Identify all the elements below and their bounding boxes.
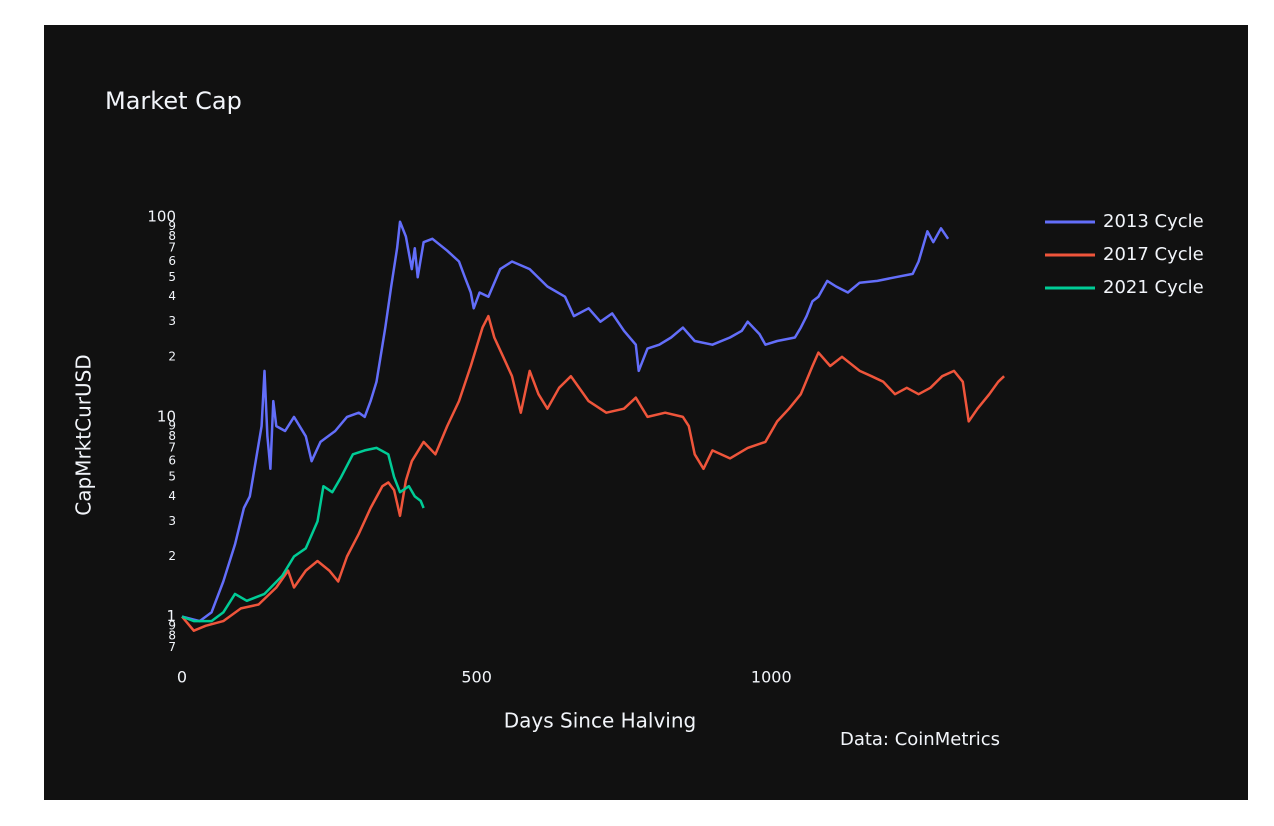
y-tick-label: 100 bbox=[147, 208, 176, 226]
y-tick-label: 4 bbox=[168, 489, 176, 503]
legend-label: 2021 Cycle bbox=[1103, 277, 1204, 298]
y-tick-label: 4 bbox=[168, 289, 176, 303]
y-tick-label: 6 bbox=[168, 454, 176, 468]
legend-label: 2013 Cycle bbox=[1103, 211, 1204, 232]
series-line bbox=[181, 446, 425, 623]
y-tick-label: 9 bbox=[168, 219, 176, 233]
y-tick-label: 3 bbox=[168, 514, 176, 528]
y-tick-label: 5 bbox=[168, 470, 176, 484]
y-tick-label: 7 bbox=[168, 440, 176, 454]
y-tick-label: 2 bbox=[168, 549, 176, 563]
series-line bbox=[181, 220, 950, 623]
chart-title: Market Cap bbox=[105, 87, 242, 115]
y-tick-label: 9 bbox=[168, 618, 176, 632]
y-tick-label: 7 bbox=[168, 241, 176, 255]
y-tick-label: 8 bbox=[168, 229, 176, 243]
x-tick-label: 1000 bbox=[751, 668, 792, 687]
x-axis-label: Days Since Halving bbox=[504, 709, 696, 733]
y-tick-label: 9 bbox=[168, 419, 176, 433]
y-tick-label: 1 bbox=[166, 607, 176, 625]
y-tick-label: 7 bbox=[168, 640, 176, 654]
annotation: Data: CoinMetrics bbox=[840, 729, 1000, 750]
x-tick-label: 500 bbox=[461, 668, 492, 687]
y-tick-label: 10 bbox=[157, 407, 176, 425]
y-axis-label: CapMrktCurUSD bbox=[72, 354, 96, 515]
y-tick-label: 8 bbox=[168, 628, 176, 642]
y-tick-label: 8 bbox=[168, 429, 176, 443]
y-tick-label: 2 bbox=[168, 349, 176, 363]
x-tick-label: 0 bbox=[177, 668, 187, 687]
y-tick-label: 6 bbox=[168, 254, 176, 268]
legend-label: 2017 Cycle bbox=[1103, 244, 1204, 265]
y-tick-label: 3 bbox=[168, 314, 176, 328]
y-tick-label: 5 bbox=[168, 270, 176, 284]
series-line bbox=[181, 314, 1005, 632]
